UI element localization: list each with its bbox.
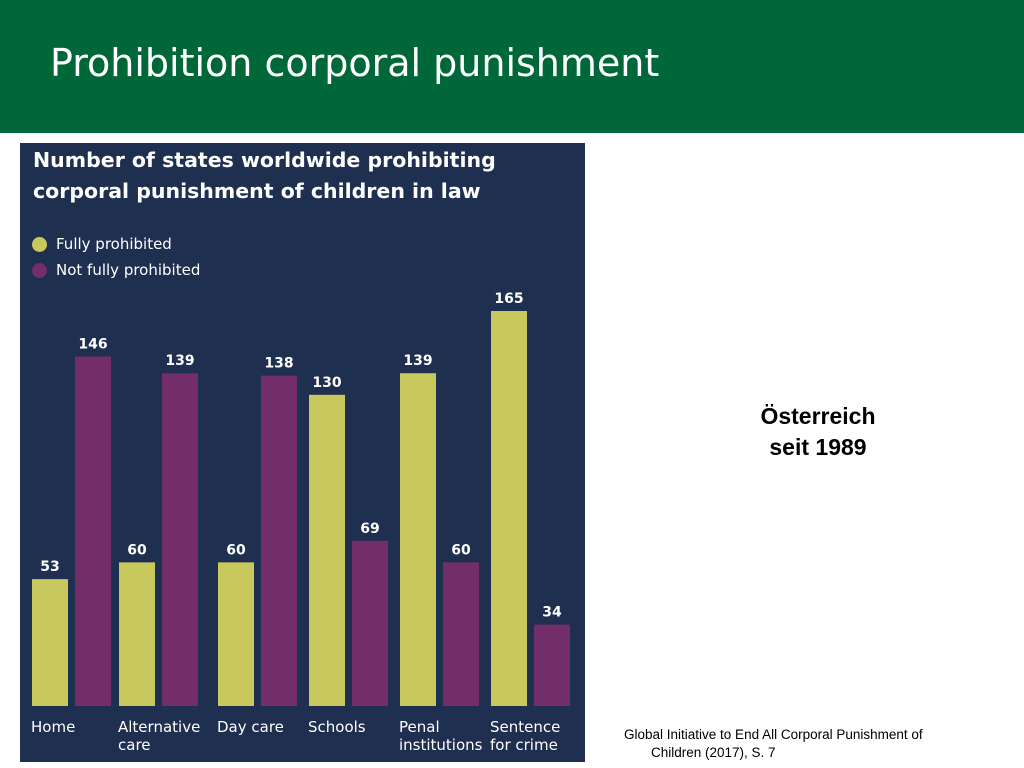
legend-item-fully: Fully prohibited: [32, 231, 200, 257]
legend-dot-fully: [32, 236, 47, 252]
category-label-5: Sentence for crime: [490, 718, 560, 754]
data-label-fully-5: 165: [494, 291, 523, 307]
source-citation: Global Initiative to End All Corporal Pu…: [624, 726, 1014, 762]
bar-fully-5: [491, 311, 527, 706]
bar-fully-4: [400, 373, 436, 706]
chart-legend: Fully prohibited Not fully prohibited: [32, 231, 200, 283]
category-label-4: Penal institutions: [399, 718, 483, 754]
data-label-not-fully-2: 138: [264, 356, 293, 372]
category-label-1: Alternative care: [118, 718, 200, 754]
slide-title: Prohibition corporal punishment: [50, 41, 660, 85]
bar-fully-1: [119, 562, 155, 706]
bar-not-fully-3: [352, 540, 388, 706]
side-note-country: Österreich: [760, 403, 876, 429]
data-label-not-fully-1: 139: [165, 353, 194, 369]
bar-chart: 53 146 Home 60 139 Alternative care 60 138 Day ca…: [31, 291, 570, 754]
bar-not-fully-4: [443, 562, 479, 706]
side-note: Österreich seit 1989: [718, 401, 918, 463]
data-label-fully-0: 53: [40, 559, 59, 575]
side-note-year: seit 1989: [769, 434, 867, 460]
legend-dot-not-fully: [32, 262, 47, 278]
category-label-3: Schools: [308, 718, 366, 736]
data-label-fully-1: 60: [127, 542, 147, 558]
data-label-not-fully-0: 146: [78, 336, 107, 352]
bar-not-fully-5: [534, 624, 570, 706]
bar-fully-2: [218, 562, 254, 706]
category-label-2: Day care: [217, 718, 284, 736]
bar-fully-0: [32, 579, 68, 706]
legend-item-not-fully: Not fully prohibited: [32, 257, 200, 283]
data-label-not-fully-5: 34: [542, 605, 562, 621]
source-line-2: Children (2017), S. 7: [651, 745, 776, 760]
data-label-not-fully-4: 60: [451, 542, 471, 558]
data-label-fully-3: 130: [312, 375, 341, 391]
data-label-fully-2: 60: [226, 542, 246, 558]
legend-label-not-fully: Not fully prohibited: [56, 261, 201, 279]
chart-title: Number of states worldwide prohibiting c…: [33, 148, 496, 203]
bar-fully-3: [309, 394, 345, 706]
bar-not-fully-2: [261, 375, 297, 706]
legend-label-fully: Fully prohibited: [56, 235, 172, 253]
chart-panel: 53 146 Home 60 139 Alternative care 60 138 Day ca…: [20, 143, 585, 762]
source-line-1: Global Initiative to End All Corporal Pu…: [624, 727, 923, 742]
data-label-not-fully-3: 69: [360, 521, 379, 537]
slide-header: Prohibition corporal punishment: [0, 0, 1024, 133]
bar-not-fully-1: [162, 373, 198, 706]
category-label-0: Home: [31, 718, 75, 736]
data-label-fully-4: 139: [403, 353, 432, 369]
bar-not-fully-0: [75, 356, 111, 706]
